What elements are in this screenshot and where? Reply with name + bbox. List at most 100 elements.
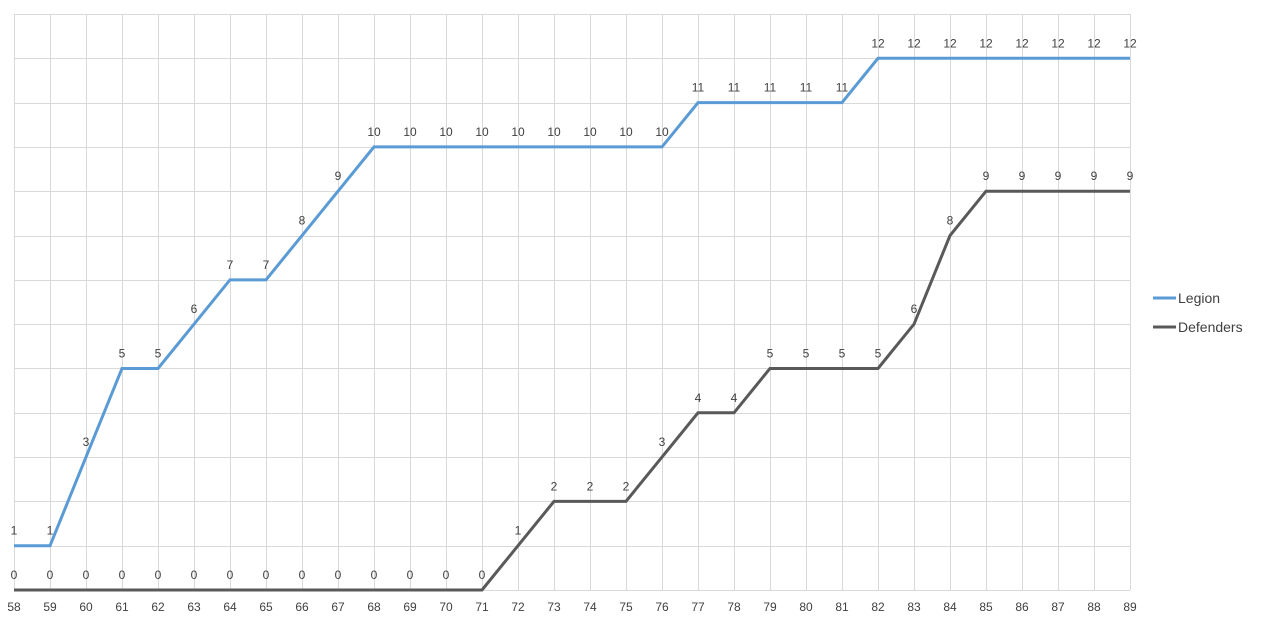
data-label-defenders: 0	[299, 568, 306, 582]
data-label-defenders: 3	[659, 435, 666, 449]
data-label-legion: 10	[547, 125, 561, 139]
x-tick-label: 85	[979, 600, 993, 614]
data-label-defenders: 9	[1019, 169, 1026, 183]
x-tick-label: 61	[115, 600, 129, 614]
x-tick-label: 60	[79, 600, 93, 614]
data-label-defenders: 0	[335, 568, 342, 582]
data-label-defenders: 9	[1055, 169, 1062, 183]
data-label-defenders: 2	[587, 479, 594, 493]
x-tick-label: 62	[151, 600, 165, 614]
x-tick-label: 64	[223, 600, 237, 614]
x-tick-label: 59	[43, 600, 57, 614]
x-tick-label: 87	[1051, 600, 1065, 614]
data-label-defenders: 0	[191, 568, 198, 582]
data-label-defenders: 5	[839, 346, 846, 360]
data-label-legion: 12	[943, 36, 957, 50]
x-tick-label: 86	[1015, 600, 1029, 614]
x-tick-label: 63	[187, 600, 201, 614]
data-label-defenders: 0	[443, 568, 450, 582]
legend-entry-defenders: Defenders	[1153, 319, 1243, 335]
legend-entry-legion: Legion	[1153, 290, 1220, 306]
data-label-legion: 11	[764, 81, 777, 95]
data-label-legion: 11	[728, 81, 741, 95]
data-label-legion: 8	[299, 214, 306, 228]
x-axis-tick-labels: 58 59 60 61 62 63 64 65 66 67 68 69 70 71 72 73 74 75 76 77…	[7, 600, 1137, 614]
data-label-defenders: 0	[11, 568, 18, 582]
x-tick-label: 66	[295, 600, 309, 614]
data-label-legion: 12	[1087, 36, 1101, 50]
data-label-legion: 10	[511, 125, 525, 139]
data-label-legion: 5	[155, 346, 162, 360]
data-label-defenders: 2	[551, 479, 558, 493]
data-label-legion: 10	[403, 125, 417, 139]
data-label-defenders: 5	[875, 346, 882, 360]
legend-label: Defenders	[1178, 319, 1243, 335]
data-label-defenders: 0	[371, 568, 378, 582]
data-label-legion: 12	[979, 36, 993, 50]
data-label-legion: 10	[475, 125, 489, 139]
data-label-legion: 7	[227, 258, 234, 272]
x-tick-label: 72	[511, 600, 525, 614]
x-tick-label: 80	[799, 600, 813, 614]
data-label-defenders: 0	[83, 568, 90, 582]
data-label-legion: 10	[655, 125, 669, 139]
legend-label: Legion	[1178, 290, 1220, 306]
series-line-defenders	[14, 189, 1130, 592]
data-label-legion: 10	[439, 125, 453, 139]
x-tick-label: 83	[907, 600, 921, 614]
data-label-defenders: 0	[47, 568, 54, 582]
x-tick-label: 65	[259, 600, 273, 614]
data-label-defenders: 0	[119, 568, 126, 582]
data-label-legion: 6	[191, 302, 198, 316]
x-tick-label: 77	[691, 600, 705, 614]
data-label-legion: 10	[367, 125, 381, 139]
data-label-legion: 5	[119, 346, 126, 360]
data-label-defenders: 1	[515, 524, 522, 538]
data-label-defenders: 0	[479, 568, 486, 582]
data-label-defenders: 0	[155, 568, 162, 582]
data-label-legion: 12	[1123, 36, 1137, 50]
x-tick-label: 75	[619, 600, 633, 614]
data-label-legion: 12	[1015, 36, 1029, 50]
data-label-defenders: 0	[407, 568, 414, 582]
data-label-legion: 10	[619, 125, 633, 139]
data-label-legion: 11	[836, 81, 849, 95]
series-lines	[14, 56, 1130, 592]
data-label-defenders: 5	[767, 346, 774, 360]
x-tick-label: 78	[727, 600, 741, 614]
data-label-defenders: 0	[263, 568, 270, 582]
data-label-legion: 9	[335, 169, 342, 183]
legend: Legion Defenders	[1153, 290, 1243, 335]
x-tick-label: 89	[1123, 600, 1137, 614]
x-tick-label: 73	[547, 600, 561, 614]
data-label-legion: 12	[871, 36, 885, 50]
x-tick-label: 68	[367, 600, 381, 614]
data-label-defenders: 9	[1091, 169, 1098, 183]
data-label-legion: 12	[907, 36, 921, 50]
data-label-defenders: 4	[731, 391, 738, 405]
data-label-legion: 11	[800, 81, 813, 95]
series-line-legion	[14, 56, 1130, 548]
data-label-legion: 3	[83, 435, 90, 449]
x-tick-label: 71	[475, 600, 489, 614]
data-label-defenders: 9	[1127, 169, 1134, 183]
data-label-defenders: 6	[911, 302, 918, 316]
x-tick-label: 82	[871, 600, 885, 614]
data-label-defenders: 0	[227, 568, 234, 582]
data-label-legion: 1	[11, 524, 18, 538]
x-tick-label: 76	[655, 600, 669, 614]
x-tick-label: 84	[943, 600, 957, 614]
x-tick-label: 88	[1087, 600, 1101, 614]
x-tick-label: 58	[7, 600, 21, 614]
data-label-defenders: 9	[983, 169, 990, 183]
gridlines	[14, 14, 1131, 591]
x-tick-label: 81	[835, 600, 849, 614]
data-label-legion: 11	[692, 81, 705, 95]
data-label-legion: 12	[1051, 36, 1065, 50]
data-label-defenders: 8	[947, 214, 954, 228]
data-label-defenders: 4	[695, 391, 702, 405]
x-tick-label: 67	[331, 600, 345, 614]
